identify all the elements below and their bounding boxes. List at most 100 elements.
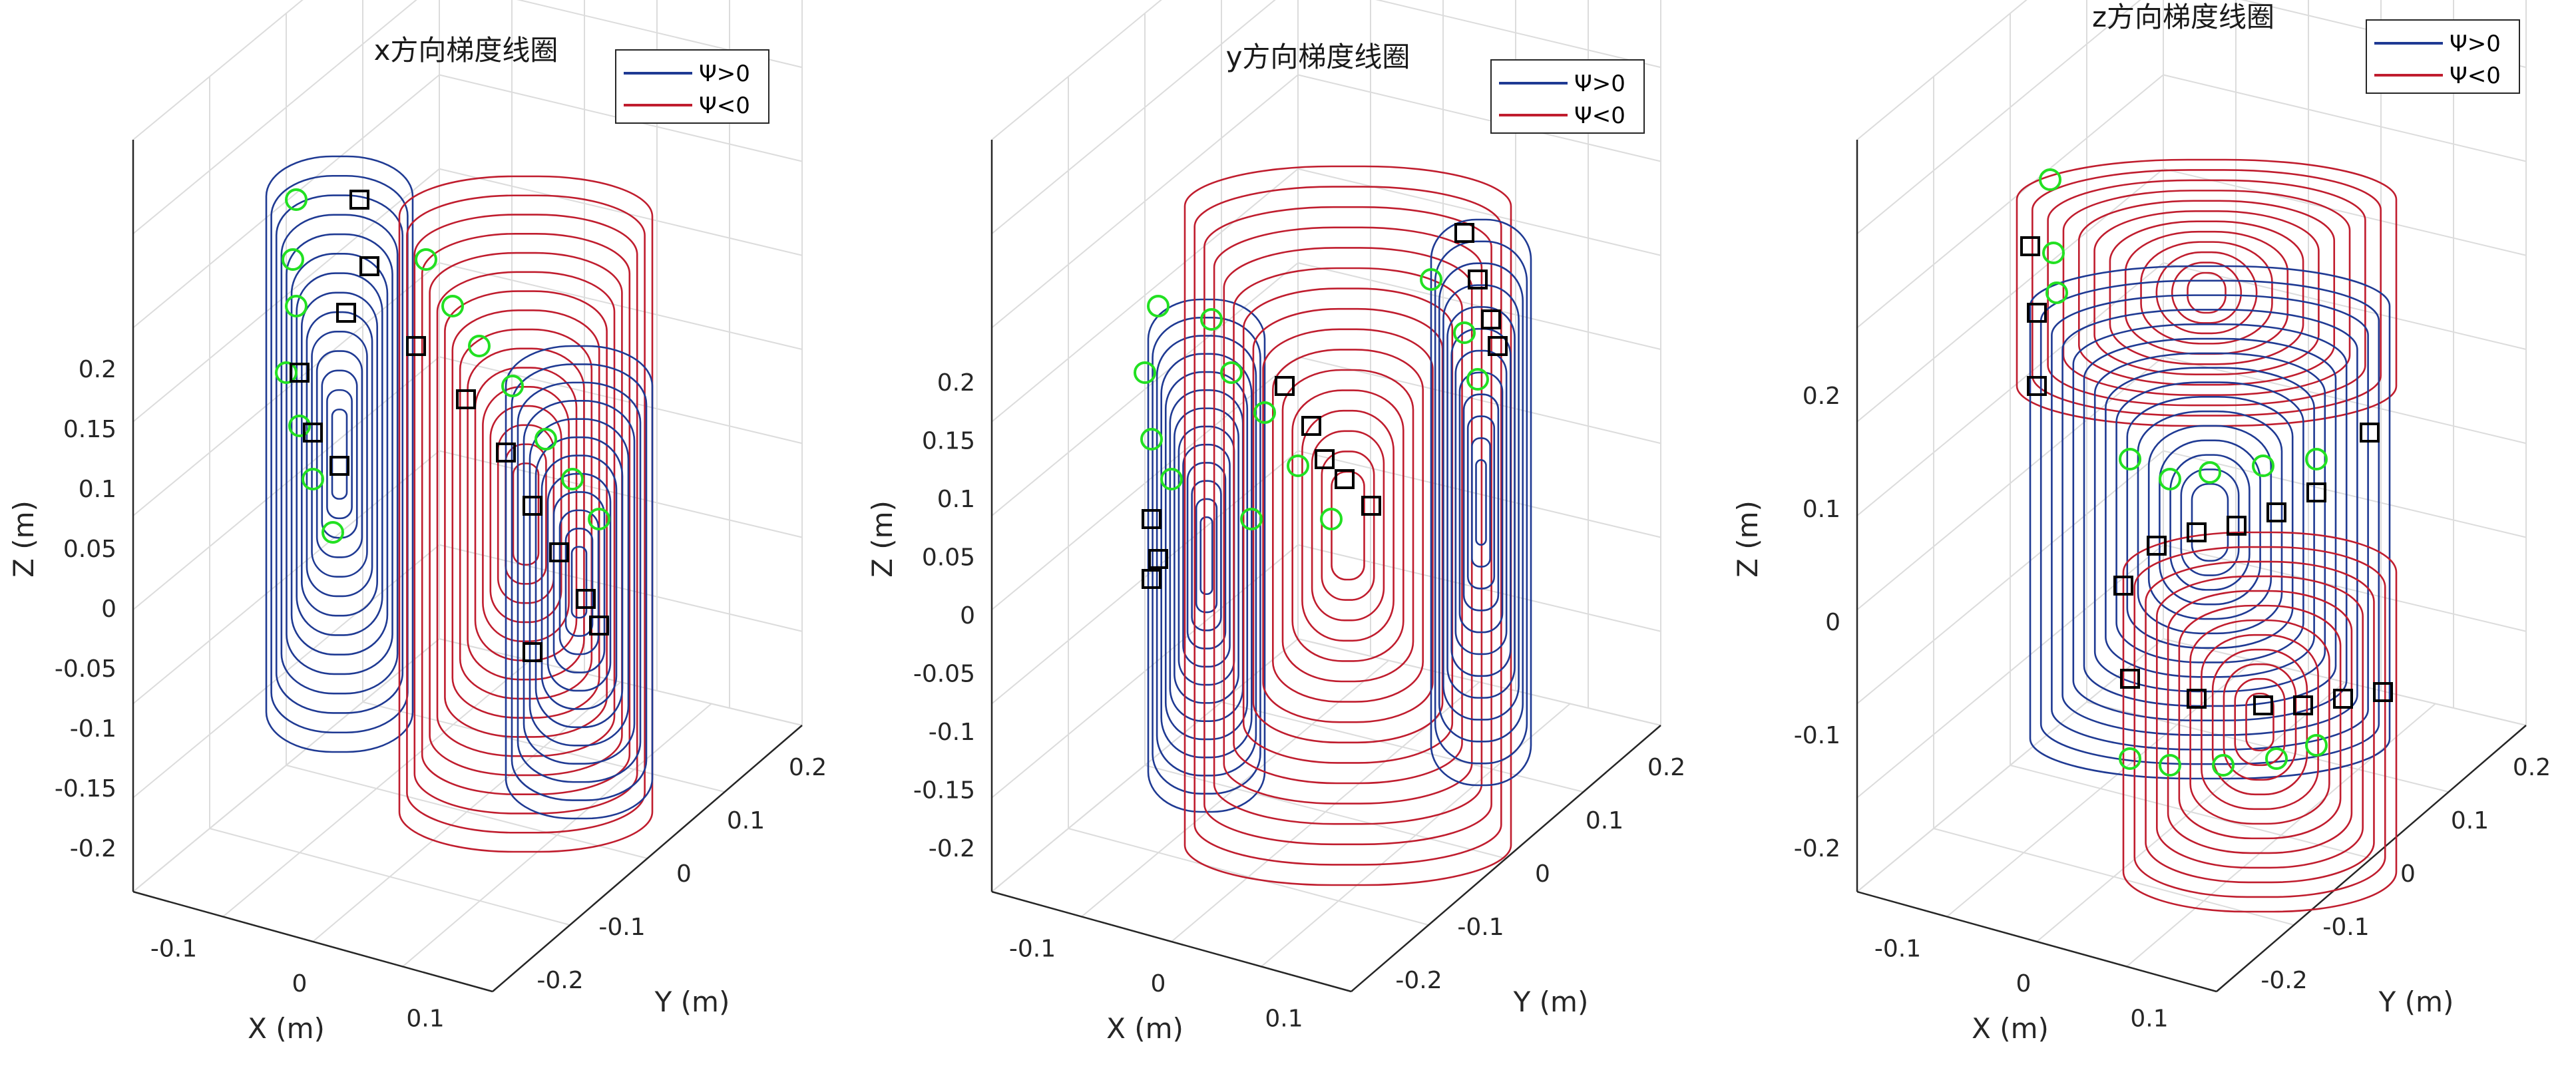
green-circle-marker <box>441 295 464 317</box>
series-line-psi-positive <box>1475 458 1487 546</box>
series-line-psi-negative <box>406 194 646 834</box>
black-square-marker <box>589 616 609 636</box>
grid-line <box>286 765 648 859</box>
grid-line <box>1297 262 1661 350</box>
x-tick-label: -0.1 <box>1874 936 1921 963</box>
series-line-psi-negative <box>1193 186 1502 866</box>
black-square-marker <box>2020 236 2040 256</box>
chart-title: y方向梯度线圈 <box>1226 41 1410 73</box>
green-circle-marker <box>2212 754 2235 777</box>
y-tick-label: -0.1 <box>1457 914 1504 941</box>
y-tick-label: 0.1 <box>727 807 765 834</box>
green-circle-marker <box>2159 754 2181 777</box>
green-circle-marker <box>1147 295 1170 317</box>
legend-entry: Ψ>0 <box>2450 31 2501 57</box>
black-square-marker <box>290 363 310 383</box>
green-circle-marker <box>1466 368 1489 391</box>
chart-panel-2: -0.2 -0.15 -0.1 -0.05 0 0.05 0.1 0.15 0.2 Z (m) -0… <box>866 0 1685 1045</box>
series-line-psi-positive <box>1156 335 1257 777</box>
series-line-psi-negative <box>413 214 638 815</box>
z-tick-label: 0 <box>101 596 116 623</box>
grid-line <box>439 356 803 445</box>
series-line-psi-positive <box>1152 316 1261 795</box>
legend-entry: Ψ>0 <box>699 61 750 87</box>
y-tick-label: 0.2 <box>789 754 827 781</box>
series-line-psi-negative <box>2109 220 2304 365</box>
legend-entry: Ψ<0 <box>699 92 750 119</box>
black-square-marker <box>2253 695 2273 715</box>
green-circle-marker <box>1134 361 1156 384</box>
green-circle-marker <box>2042 242 2065 264</box>
y-tick-label: 0 <box>676 860 692 888</box>
y-axis-label: Y (m) <box>654 986 730 1018</box>
series-line-psi-negative <box>2223 663 2297 781</box>
green-circle-marker <box>285 295 308 317</box>
z-tick-label: 0.05 <box>922 544 975 572</box>
series-line-psi-positive <box>2115 381 2304 663</box>
grid-line <box>2163 74 2527 162</box>
series-line-psi-positive <box>570 546 588 619</box>
series-line-psi-negative <box>1213 226 1483 825</box>
series-line-psi-positive <box>2126 396 2294 649</box>
green-circle-marker <box>275 361 298 384</box>
series-line-psi-negative <box>421 232 631 796</box>
black-square-marker <box>303 423 323 443</box>
series-line-psi-negative <box>489 405 562 624</box>
x-tick-label: -0.1 <box>150 936 197 963</box>
grid-line <box>2163 450 2527 538</box>
x-axis-label: X (m) <box>1106 1012 1183 1045</box>
z-tick-label: 0 <box>960 602 975 630</box>
legend-box <box>1490 59 1645 134</box>
series-line-psi-positive <box>505 345 654 820</box>
y-tick-label: 0.1 <box>1586 807 1623 834</box>
z-tick-label: 0.15 <box>922 428 975 455</box>
z-tick-label: 0 <box>1825 609 1840 636</box>
series-line-psi-negative <box>2187 272 2227 314</box>
series-line-psi-positive <box>1442 284 1520 721</box>
green-circle-marker <box>2045 281 2068 304</box>
series-line-psi-negative <box>1311 430 1385 622</box>
black-square-marker <box>456 389 476 409</box>
green-circle-marker <box>2252 455 2274 477</box>
green-circle-marker <box>302 468 324 490</box>
black-square-marker <box>1148 549 1168 569</box>
series-line-psi-positive <box>1434 240 1528 765</box>
series-line-psi-positive <box>2105 367 2315 678</box>
series-line-psi-negative <box>2211 648 2308 796</box>
green-circle-marker <box>285 188 308 211</box>
legend-box <box>2366 19 2520 94</box>
green-circle-marker <box>1160 468 1183 490</box>
z-tick-label: -0.1 <box>929 719 975 746</box>
black-square-marker <box>1361 496 1381 516</box>
series-line-psi-positive <box>280 214 399 695</box>
green-circle-marker <box>1453 321 1476 344</box>
series-line-psi-negative <box>2047 179 2366 407</box>
z-tick-label: 0.1 <box>937 486 975 513</box>
black-square-marker <box>1488 336 1508 356</box>
green-circle-marker <box>322 521 344 544</box>
z-axis-label: Z (m) <box>7 500 40 578</box>
chart-title: z方向梯度线圈 <box>2092 1 2274 33</box>
x-axis-line <box>991 890 1352 993</box>
legend-entry: Ψ>0 <box>1574 71 1625 97</box>
black-square-marker <box>406 336 426 356</box>
grid <box>991 0 1661 992</box>
series-line-psi-positive <box>2083 337 2337 707</box>
marker-group <box>275 188 610 662</box>
y-tick-label: 0.1 <box>2451 807 2489 834</box>
series-line-psi-negative <box>2189 619 2330 825</box>
grid-line <box>2126 703 2436 968</box>
z-axis-label: Z (m) <box>866 500 899 578</box>
grid-line <box>2163 262 2527 350</box>
green-circle-marker <box>561 468 584 490</box>
series-line-psi-positive <box>290 252 389 656</box>
series-line-psi-positive <box>2029 265 2391 780</box>
series-line-psi-positive <box>1430 218 1532 787</box>
x-tick-label: 0.1 <box>2130 1005 2168 1033</box>
black-square-marker <box>1454 223 1474 243</box>
black-square-marker <box>1301 416 1321 436</box>
series-line-psi-negative <box>2245 692 2274 752</box>
z-tick-label: 0.1 <box>79 476 116 503</box>
series-line-psi-positive <box>311 331 368 578</box>
grid-line <box>2010 765 2372 859</box>
